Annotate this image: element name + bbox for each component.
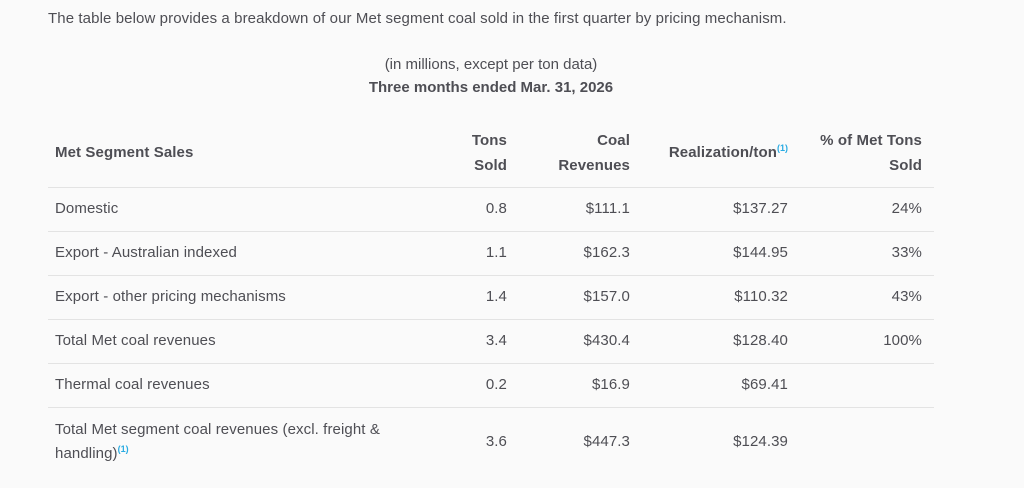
intro-text: The table below provides a breakdown of … <box>48 10 787 27</box>
cell-label: Export - other pricing mechanisms <box>48 275 393 320</box>
cell-pct <box>788 407 934 482</box>
units-note: (in millions, except per ton data) <box>384 56 598 73</box>
cell-label: Domestic <box>48 187 393 232</box>
cell-label: Total Met segment coal revenues (excl. f… <box>55 420 380 462</box>
table-body: Domestic 0.8 $111.1 $137.27 24% Export - Aust… <box>48 187 934 482</box>
cell-coal: $16.9 <box>507 363 630 408</box>
table-header: Met Segment Sales Tons Sold Coal Revenues Rea… <box>48 119 934 188</box>
cell-realization: $137.27 <box>630 187 788 232</box>
cell-label: Export - Australian indexed <box>48 231 393 276</box>
period-heading: Three months ended Mar. 31, 2026 <box>368 79 614 96</box>
met-segment-sales-table: Met Segment Sales Tons Sold Coal Revenues Rea… <box>48 119 934 482</box>
cell-tons: 1.4 <box>393 275 507 320</box>
table-caption-block: (in millions, except per ton data) Three… <box>48 55 934 98</box>
cell-label: Total Met coal revenues <box>48 319 393 364</box>
column-header-realization: Realization/ton(1) <box>630 119 788 188</box>
table-row: Domestic 0.8 $111.1 $137.27 24% <box>48 187 934 232</box>
cell-realization: $144.95 <box>630 231 788 276</box>
cell-pct <box>788 363 934 408</box>
cell-tons: 3.6 <box>485 432 507 450</box>
cell-tons: 0.2 <box>393 363 507 408</box>
table-row: Export - Australian indexed 1.1 $162.3 $144… <box>48 231 934 276</box>
footnote-ref-label[interactable]: (1) <box>117 443 129 454</box>
cell-pct: 43% <box>788 275 934 320</box>
cell-pct: 33% <box>788 231 934 276</box>
column-header-pct: % of Met Tons Sold <box>788 119 934 188</box>
cell-coal: $447.3 <box>583 432 630 450</box>
cell-pct: 24% <box>788 187 934 232</box>
cell-pct: 100% <box>788 319 934 364</box>
column-header-tons: Tons Sold <box>393 119 507 188</box>
table-row: Export - other pricing mechanisms 1.4 $157… <box>48 275 934 320</box>
table-row: Total Met coal revenues 3.4 $430.4 $128.40 1… <box>48 319 934 364</box>
cell-tons: 3.4 <box>393 319 507 364</box>
column-header-label: Met Segment Sales <box>48 119 393 188</box>
table-row: Total Met segment coal revenues (excl. f… <box>48 407 934 482</box>
cell-realization: $69.41 <box>630 363 788 408</box>
cell-coal: $430.4 <box>507 319 630 364</box>
table-row: Thermal coal revenues 0.2 $16.9 $69.41 <box>48 363 934 408</box>
column-header-coal: Coal Revenues <box>507 119 630 188</box>
cell-tons: 1.1 <box>393 231 507 276</box>
cell-realization: $124.39 <box>733 432 788 450</box>
table-header-row: Met Segment Sales Tons Sold Coal Revenues Rea… <box>48 119 934 188</box>
cell-realization: $128.40 <box>630 319 788 364</box>
footnote-ref-realization[interactable]: (1) <box>777 143 788 154</box>
cell-coal: $162.3 <box>507 231 630 276</box>
cell-label: Thermal coal revenues <box>48 363 393 408</box>
cell-coal: $157.0 <box>507 275 630 320</box>
cell-realization: $110.32 <box>630 275 788 320</box>
content-column: The table below provides a breakdown of … <box>48 0 934 482</box>
cell-coal: $111.1 <box>507 187 630 232</box>
cell-tons: 0.8 <box>393 187 507 232</box>
